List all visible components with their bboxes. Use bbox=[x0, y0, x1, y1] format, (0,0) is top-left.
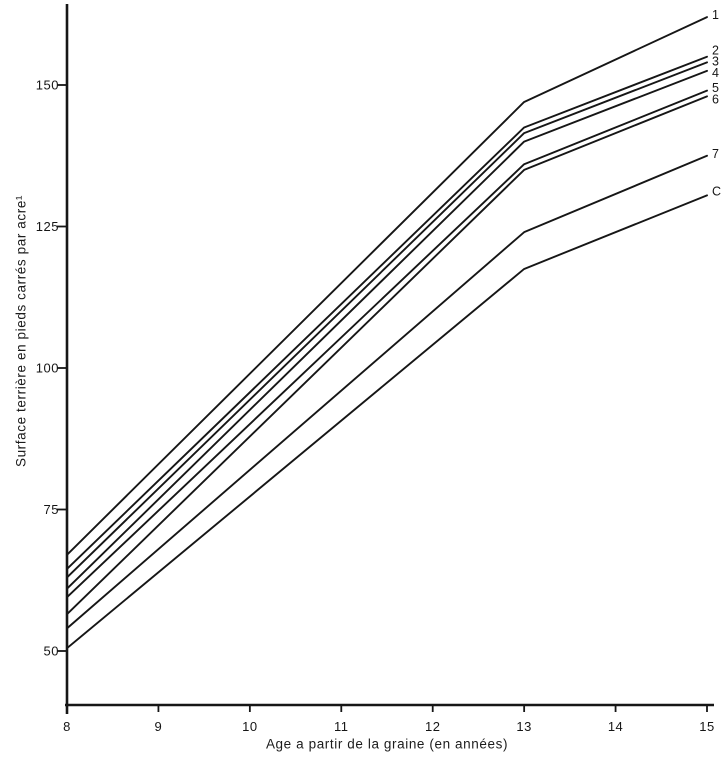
x-axis-title: Age a partir de la graine (en années) bbox=[265, 736, 509, 752]
series-label-4: 4 bbox=[712, 66, 719, 80]
series-label-7: 7 bbox=[712, 147, 719, 161]
series-label-6: 6 bbox=[712, 93, 719, 107]
x-tick-label: 14 bbox=[608, 719, 623, 734]
series-line-C bbox=[66, 194, 708, 650]
y-tick-label: 75 bbox=[44, 502, 59, 517]
y-tick-label: 100 bbox=[36, 361, 59, 376]
x-tick-label: 8 bbox=[63, 719, 71, 734]
x-tick-label: 13 bbox=[516, 719, 531, 734]
series-line-3 bbox=[66, 61, 708, 579]
series-line-2 bbox=[66, 55, 708, 570]
y-tick-label: 150 bbox=[36, 78, 59, 93]
x-tick-label: 11 bbox=[334, 719, 349, 734]
x-tick-label: 10 bbox=[242, 719, 257, 734]
series-label-2: 2 bbox=[712, 43, 719, 57]
series-line-7 bbox=[66, 154, 708, 630]
series-line-6 bbox=[66, 95, 708, 616]
series-line-5 bbox=[66, 89, 708, 599]
y-tick-label: 125 bbox=[36, 219, 59, 234]
series-line-4 bbox=[66, 69, 708, 590]
y-axis-title: Surface terrière en pieds carrés par acr… bbox=[13, 194, 29, 468]
series-line-1 bbox=[66, 16, 708, 556]
series-label-3: 3 bbox=[712, 55, 719, 69]
series-label-1: 1 bbox=[712, 8, 719, 22]
x-tick-label: 15 bbox=[699, 719, 714, 734]
x-tick-label: 9 bbox=[155, 719, 163, 734]
y-tick-label: 50 bbox=[44, 644, 59, 659]
series-label-C: C bbox=[712, 184, 722, 198]
series-label-5: 5 bbox=[712, 81, 719, 95]
x-tick-label: 12 bbox=[425, 719, 440, 734]
